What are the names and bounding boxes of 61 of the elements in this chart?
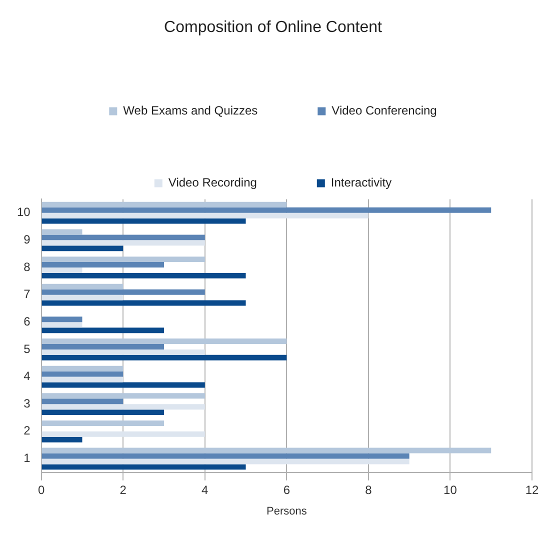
x-tick-label: 2 xyxy=(120,482,127,497)
bar xyxy=(42,268,82,273)
bar xyxy=(42,398,124,404)
bar xyxy=(42,371,124,377)
bar xyxy=(42,410,164,416)
bar xyxy=(42,393,205,399)
bar xyxy=(42,404,205,410)
legend-label: Interactivity xyxy=(330,176,392,190)
y-tick-label: 6 xyxy=(24,314,31,328)
y-tick-label: 5 xyxy=(24,342,31,356)
bar xyxy=(42,366,124,372)
bar xyxy=(42,240,205,246)
bar xyxy=(42,316,82,322)
y-tick-label: 7 xyxy=(24,287,31,302)
legend-label: Video Recording xyxy=(168,176,257,190)
bar xyxy=(42,458,410,464)
bar xyxy=(42,464,246,470)
bar xyxy=(42,284,124,290)
bar xyxy=(42,338,287,344)
x-axis-title: Persons xyxy=(266,505,308,518)
bar xyxy=(42,234,205,240)
bar xyxy=(42,322,82,328)
x-tick-label: 6 xyxy=(283,482,290,497)
x-tick-label: 12 xyxy=(525,482,539,497)
bar xyxy=(42,453,410,459)
bar xyxy=(42,229,82,235)
bar xyxy=(42,256,205,262)
x-tick-label: 10 xyxy=(444,482,458,497)
y-tick-label: 10 xyxy=(16,205,31,220)
bar xyxy=(42,436,82,442)
bar xyxy=(42,376,124,382)
bar xyxy=(42,212,368,218)
bar xyxy=(42,344,164,350)
legend-label: Web Exams and Quizzes xyxy=(123,104,258,118)
bar xyxy=(42,431,205,437)
x-tick-label: 8 xyxy=(365,482,372,497)
bar xyxy=(42,349,205,355)
x-tick-label: 0 xyxy=(38,482,46,497)
chart-title: Composition of Online Content xyxy=(164,19,382,36)
bar xyxy=(42,300,246,306)
y-tick-label: 9 xyxy=(24,232,31,246)
bar xyxy=(42,448,492,454)
bar xyxy=(42,294,124,300)
bar xyxy=(42,272,246,278)
y-tick-label: 8 xyxy=(24,260,31,274)
bar xyxy=(42,202,287,208)
bar xyxy=(42,382,205,388)
y-tick-label: 3 xyxy=(24,396,31,410)
bar xyxy=(42,207,492,213)
bar xyxy=(42,218,246,224)
bar xyxy=(42,420,164,426)
x-tick-label: 4 xyxy=(202,482,209,497)
bar xyxy=(42,289,205,295)
y-tick-label: 2 xyxy=(24,424,31,438)
bar xyxy=(42,246,124,252)
y-tick-label: 4 xyxy=(24,369,31,384)
y-tick-label: 1 xyxy=(24,451,31,466)
bar xyxy=(42,328,164,334)
bar xyxy=(42,354,287,360)
legend-label: Video Conferencing xyxy=(332,104,437,118)
bar xyxy=(42,262,164,268)
